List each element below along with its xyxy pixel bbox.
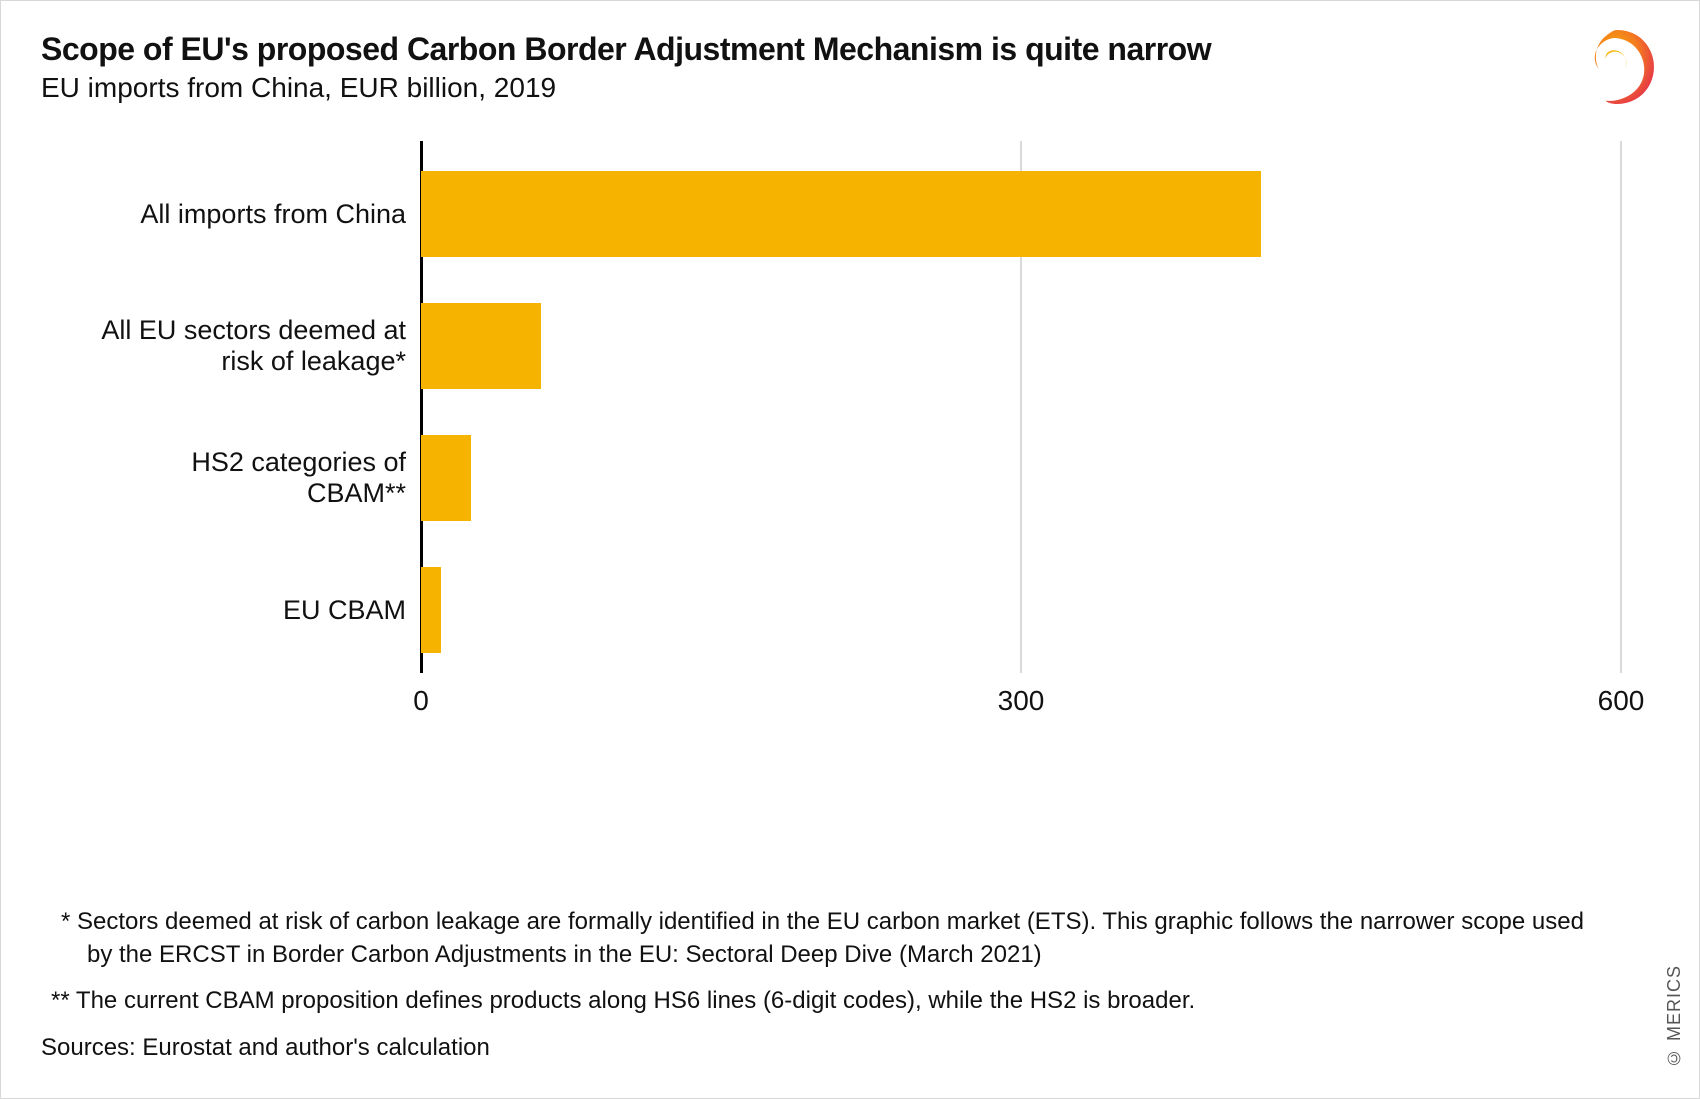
bar-row bbox=[421, 171, 1261, 257]
bar-row bbox=[421, 567, 441, 653]
footnote-2: ** The current CBAM proposition defines … bbox=[41, 985, 1599, 1017]
footnote-1: * Sectors deemed at risk of carbon leaka… bbox=[41, 906, 1599, 971]
bar bbox=[421, 435, 471, 521]
bar bbox=[421, 171, 1261, 257]
category-label: All EU sectors deemed atrisk of leakage* bbox=[41, 315, 406, 377]
bar-row bbox=[421, 435, 471, 521]
copyright-text: © MERICS bbox=[1664, 965, 1685, 1068]
x-tick-label: 300 bbox=[998, 685, 1045, 717]
bar bbox=[421, 303, 541, 389]
bar-row bbox=[421, 303, 541, 389]
category-label: All imports from China bbox=[41, 199, 406, 230]
category-label: EU CBAM bbox=[41, 595, 406, 626]
plot-region bbox=[421, 141, 1621, 673]
bar bbox=[421, 567, 441, 653]
chart-area: All imports from China All EU sectors dee… bbox=[41, 141, 1661, 781]
chart-frame: Scope of EU's proposed Carbon Border Adj… bbox=[0, 0, 1700, 1099]
merics-logo-icon bbox=[1575, 25, 1659, 109]
x-tick-label: 0 bbox=[413, 685, 429, 717]
chart-subtitle: EU imports from China, EUR billion, 2019 bbox=[41, 72, 1559, 104]
x-tick-label: 600 bbox=[1598, 685, 1645, 717]
footnotes: * Sectors deemed at risk of carbon leaka… bbox=[41, 892, 1599, 1064]
chart-title: Scope of EU's proposed Carbon Border Adj… bbox=[41, 31, 1559, 68]
gridline bbox=[1620, 141, 1622, 673]
header: Scope of EU's proposed Carbon Border Adj… bbox=[41, 31, 1559, 104]
sources-line: Sources: Eurostat and author's calculati… bbox=[41, 1032, 1599, 1064]
category-label: HS2 categories ofCBAM** bbox=[41, 447, 406, 509]
